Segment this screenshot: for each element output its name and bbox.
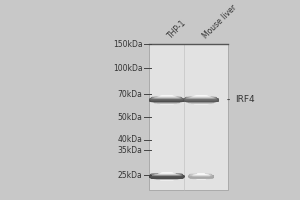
Text: 70kDa: 70kDa — [118, 90, 142, 99]
Bar — [148, 44, 228, 190]
Text: IRF4: IRF4 — [228, 95, 255, 104]
Text: 50kDa: 50kDa — [118, 113, 142, 122]
Text: 100kDa: 100kDa — [113, 64, 142, 73]
Text: 25kDa: 25kDa — [118, 171, 142, 180]
Text: THP-1: THP-1 — [167, 19, 189, 41]
Text: 35kDa: 35kDa — [118, 146, 142, 155]
Text: 40kDa: 40kDa — [118, 135, 142, 144]
Text: 150kDa: 150kDa — [113, 40, 142, 49]
Text: Mouse liver: Mouse liver — [201, 3, 238, 41]
